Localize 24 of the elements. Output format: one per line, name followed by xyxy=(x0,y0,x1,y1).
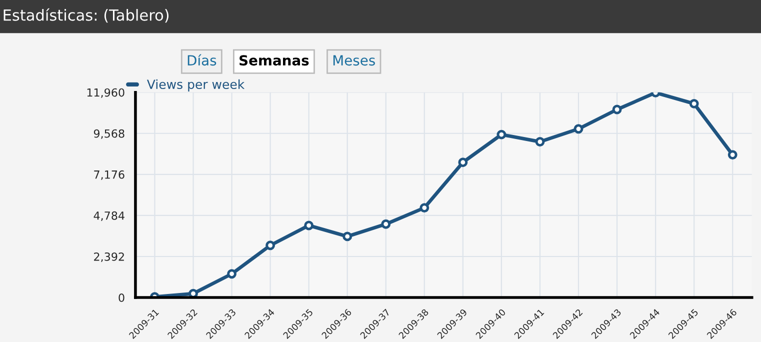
text: Días xyxy=(188,54,216,66)
y-tick-label: 11,960 xyxy=(87,88,124,98)
point xyxy=(381,219,391,229)
point xyxy=(420,203,430,213)
point xyxy=(304,220,314,230)
point xyxy=(612,104,622,114)
point xyxy=(689,98,699,108)
y-tick-label: 0 xyxy=(118,294,124,302)
point xyxy=(266,240,276,250)
point xyxy=(227,269,236,279)
point xyxy=(574,124,584,134)
y-tick-label: 4,784 xyxy=(94,211,124,221)
text: Views per week xyxy=(146,79,245,92)
y-tick-label: 2,392 xyxy=(94,252,124,262)
point xyxy=(458,158,468,168)
chart-title: Estadísticas: (Tablero) xyxy=(4,8,169,23)
point xyxy=(496,130,506,140)
y-tick-label: 9,568 xyxy=(94,129,124,139)
y-tick-label: 7,176 xyxy=(94,170,124,180)
text: Semanas xyxy=(240,55,309,66)
point xyxy=(535,137,545,146)
point xyxy=(342,232,352,242)
point xyxy=(728,150,738,160)
text: Meses xyxy=(333,55,375,66)
